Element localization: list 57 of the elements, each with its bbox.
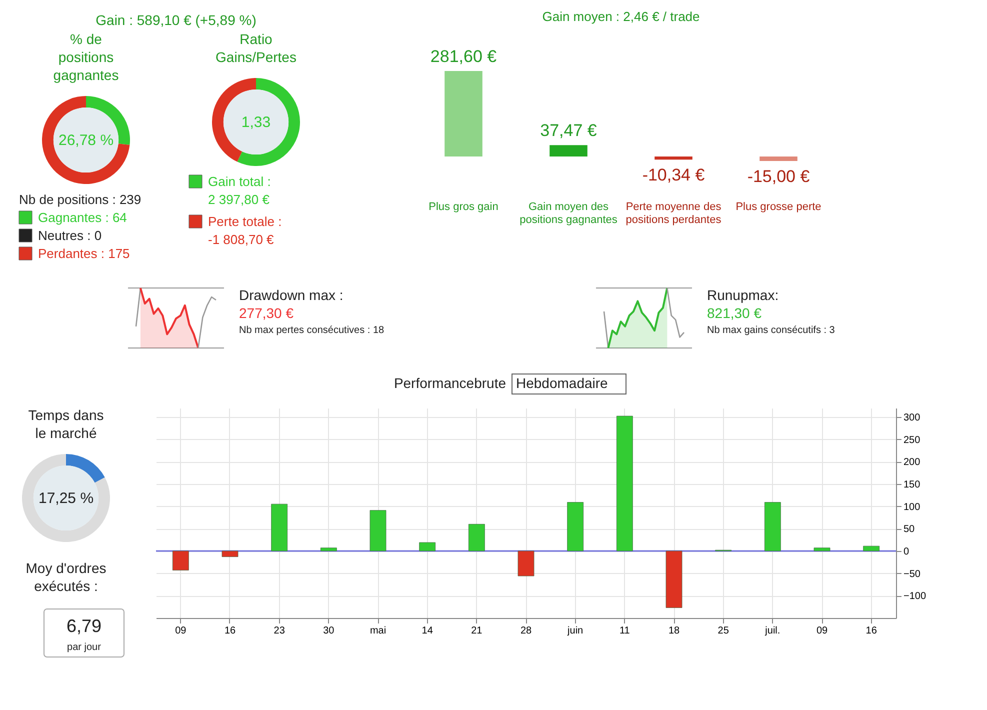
y-tick-label: 50 (904, 524, 916, 536)
text: 26,78 % (58, 132, 114, 149)
data-label: 281,60 € (430, 47, 498, 66)
legend-label: Neutres : 0 (38, 228, 102, 243)
text: 17,25 % (38, 490, 94, 507)
x-tick-label: 23 (274, 626, 286, 636)
chart-title: Gain moyen : 2,46 € / trade (542, 9, 700, 24)
y-tick-label: 200 (904, 457, 921, 468)
text: 821,30 € (707, 305, 762, 321)
y-tick-label: 100 (904, 502, 921, 513)
x-tick-label: Plus gros gain (428, 201, 498, 213)
x-tick-label: 18 (668, 626, 680, 636)
legend-label: Gain total : 2 397,80 € (208, 174, 271, 207)
x-tick-label: juil. (764, 626, 780, 636)
legend-label: Perdantes : 175 (38, 246, 130, 261)
y-tick-label: 0 (904, 546, 910, 558)
text: Gain : 589,10 € (+5,89 %) (96, 12, 256, 28)
x-tick-label: Perte moyenne des positions perdantes (626, 201, 722, 226)
x-tick-label: 25 (718, 626, 730, 636)
text: par jour (67, 642, 102, 653)
data-label: -10,34 € (642, 166, 706, 185)
y-tick-label: 300 (904, 412, 921, 424)
y-tick-label: −50 (904, 568, 921, 580)
x-tick-label: 16 (866, 626, 878, 636)
legend-title: Nb de positions : 239 (19, 192, 142, 207)
x-tick-label: Plus grosse perte (736, 201, 822, 213)
text: 6,79 (66, 616, 102, 636)
x-tick-label: 16 (224, 626, 236, 636)
y-tick-label: 150 (904, 479, 921, 490)
text: Drawdown max : (239, 287, 344, 303)
x-tick-label: 28 (520, 626, 532, 636)
y-tick-label: −100 (904, 591, 926, 602)
x-tick-label: 11 (619, 626, 630, 636)
chart-title: Ratio Gains/Pertes (216, 31, 296, 65)
x-tick-label: 14 (422, 626, 434, 636)
chart-title: % de positions gagnantes (53, 31, 119, 83)
x-tick-label: 09 (175, 626, 187, 636)
text: Hebdomadaire (516, 375, 608, 391)
text: Nb max pertes consécutives : 18 (239, 325, 385, 336)
chart-title: Performancebrute (394, 375, 506, 391)
x-tick-label: mai (370, 626, 386, 636)
x-tick-label: 30 (323, 626, 335, 636)
x-tick-label: 21 (471, 626, 483, 636)
x-tick-label: juin (566, 626, 584, 636)
text: Nb max gains consécutifs : 3 (707, 325, 836, 336)
data-label: -15,00 € (747, 167, 810, 186)
x-tick-label: 09 (816, 626, 828, 636)
text: 1,33 (241, 114, 271, 131)
x-tick-label: Gain moyen des positions gagnantes (520, 201, 618, 226)
y-tick-label: 250 (904, 434, 921, 446)
chart-title: Temps dans le marché (28, 407, 104, 441)
legend-label: Gagnantes : 64 (38, 210, 127, 225)
text: Runupmax: (707, 287, 779, 303)
text: Moy d'ordres exécutés : (26, 560, 106, 594)
text: 277,30 € (239, 305, 294, 321)
legend-label: Perte totale : -1 808,70 € (208, 214, 282, 247)
data-label: 37,47 € (540, 121, 598, 140)
